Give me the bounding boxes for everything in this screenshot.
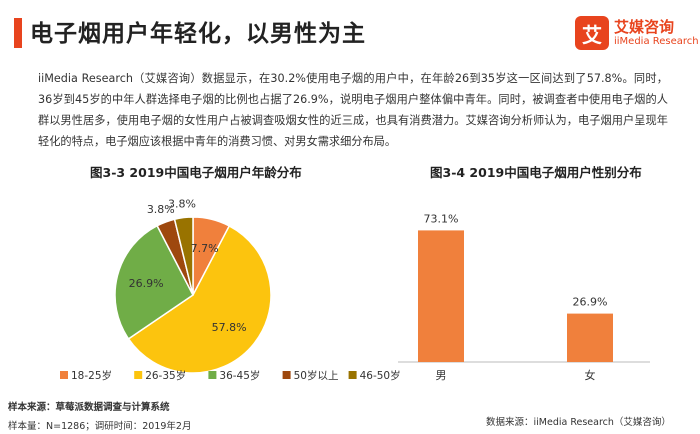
legend-label: 36-45岁 bbox=[219, 369, 260, 382]
sample-info: 样本量：N=1286；调研时间：2019年2月 bbox=[8, 421, 192, 432]
legend-label: 46-50岁 bbox=[360, 369, 401, 382]
legend-label: 50岁以上 bbox=[294, 369, 339, 382]
data-source: 数据来源：iiMedia Research（艾媒咨询） bbox=[486, 417, 671, 428]
legend-swatch bbox=[60, 371, 68, 379]
legend-swatch bbox=[208, 371, 217, 379]
pie-value-label: 7.7% bbox=[191, 242, 219, 255]
legend-label: 18-25岁 bbox=[71, 369, 112, 382]
pie-slice bbox=[173, 216, 194, 296]
legend-label: 26-35岁 bbox=[145, 369, 186, 382]
legend-swatch bbox=[134, 371, 143, 379]
pie-value-label: 3.8% bbox=[147, 203, 175, 216]
pie-slice bbox=[114, 224, 194, 340]
bar-value-label: 26.9% bbox=[573, 296, 608, 309]
pie-slice bbox=[127, 224, 272, 374]
bar-category-label: 男 bbox=[436, 369, 447, 382]
bar-chart-title: 图3-4 2019中国电子烟用户性别分布 bbox=[430, 165, 642, 180]
legend-swatch bbox=[348, 371, 357, 379]
sample-source: 样本来源：草莓派数据调查与计算系统 bbox=[8, 402, 170, 413]
logo-cn-text: 艾媒咨询 bbox=[614, 18, 675, 37]
bar-value-label: 73.1% bbox=[424, 212, 459, 225]
pie-value-label: 3.8% bbox=[168, 198, 196, 211]
pie-value-label: 57.8% bbox=[212, 321, 247, 334]
logo-mark: 艾 bbox=[575, 16, 609, 50]
page-title: 电子烟用户年轻化，以男性为主 bbox=[30, 21, 366, 47]
bar-category-label: 女 bbox=[585, 368, 596, 382]
logo-en-text: iiMedia Research bbox=[614, 35, 699, 47]
legend-swatch bbox=[282, 371, 291, 379]
pie-value-label: 26.9% bbox=[129, 277, 164, 290]
summary-paragraph: iiMedia Research（艾媒咨询）数据显示，在30.2%使用电子烟的用… bbox=[38, 72, 668, 148]
pie-chart-title: 图3-3 2019中国电子烟用户年龄分布 bbox=[90, 165, 302, 180]
title-accent-bar bbox=[14, 18, 22, 48]
bar bbox=[418, 230, 464, 362]
brand-logo: 艾 艾媒咨询 iiMedia Research bbox=[575, 16, 699, 50]
bar bbox=[567, 313, 613, 362]
